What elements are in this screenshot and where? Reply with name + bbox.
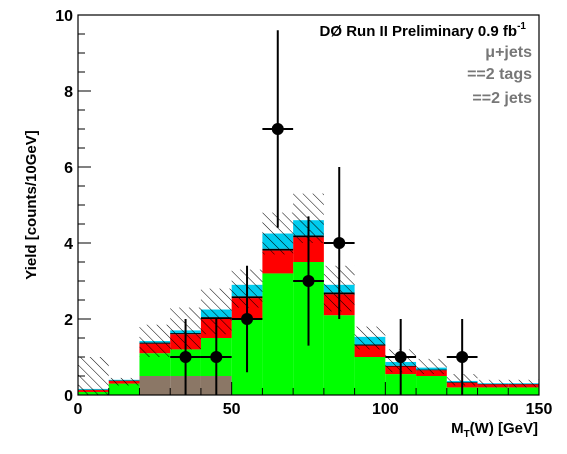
x-label-main: M [451, 420, 464, 437]
band-bin2 [139, 325, 170, 357]
y-axis-label: Yield [counts/10GeV] [23, 130, 40, 279]
bar-series1-bin11 [416, 376, 447, 395]
band-bin14 [508, 380, 539, 388]
bar-series1-bin9 [355, 357, 386, 395]
x-tick-label-2: 100 [372, 401, 399, 418]
x-axis-label: MT(W) [GeV] [451, 420, 538, 440]
experiment-text: DØ Run II Preliminary 0.9 fb [320, 23, 518, 40]
channel-label: μ+jets [485, 44, 532, 61]
experiment-label: DØ Run II Preliminary 0.9 fb-1 [320, 21, 527, 40]
data-point-2 [241, 313, 253, 325]
y-tick-label-1: 2 [64, 312, 73, 329]
x-tick-label-3: 150 [526, 401, 553, 418]
band-bin11 [416, 359, 447, 374]
band-bin9 [355, 327, 386, 350]
data-point-3 [272, 123, 284, 135]
x-tick-label-0: 0 [74, 401, 83, 418]
data-point-5 [333, 237, 345, 249]
band-bin13 [478, 380, 509, 388]
bar-series1-bin13 [478, 387, 509, 395]
band-bin1 [109, 378, 140, 386]
bar-series0-bin2 [139, 376, 170, 395]
y-tick-label-3: 6 [64, 160, 73, 177]
y-tick-label-0: 0 [64, 388, 73, 405]
tags-label: ==2 tags [467, 66, 532, 83]
legend-text: DØ Run II Preliminary 0.9 fb-1 μ+jets ==… [320, 21, 533, 107]
bar-series1-bin6 [262, 273, 293, 395]
data-point-7 [456, 351, 468, 363]
data-point-0 [180, 351, 192, 363]
data-point-4 [303, 275, 315, 287]
y-tick-label-5: 10 [55, 8, 73, 25]
bar-series1-bin8 [324, 315, 355, 395]
y-tick-label-4: 8 [64, 84, 73, 101]
data-point-6 [395, 351, 407, 363]
x-tick-label-1: 50 [223, 401, 241, 418]
data-point-1 [210, 351, 222, 363]
bar-series1-bin14 [508, 387, 539, 395]
x-label-rest: (W) [GeV] [470, 420, 538, 437]
jets-label: ==2 jets [472, 90, 532, 107]
lumi-sup: -1 [517, 21, 526, 32]
y-tick-label-2: 4 [64, 236, 73, 253]
